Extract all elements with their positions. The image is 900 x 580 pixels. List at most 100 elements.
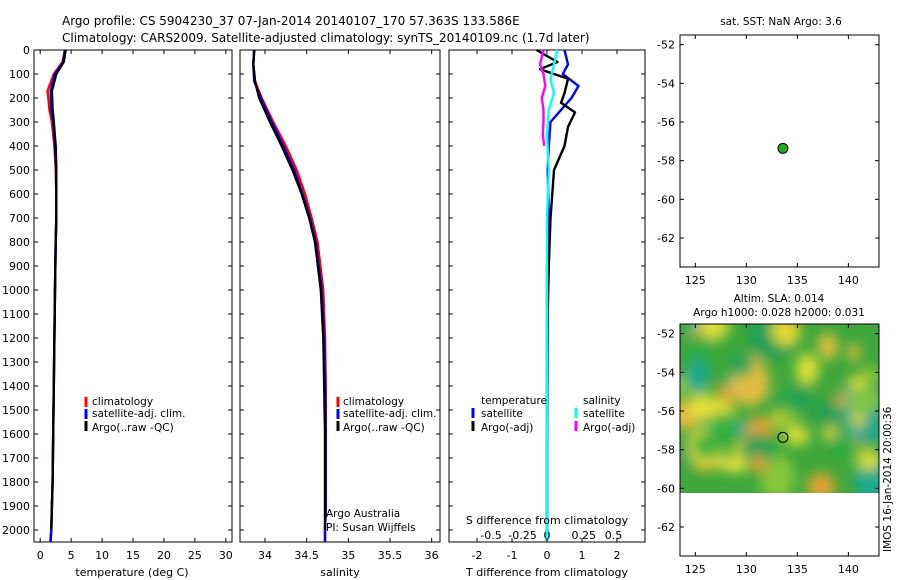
depth-tick-label: 400 <box>9 140 30 153</box>
depth-tick-label: 2000 <box>2 524 30 537</box>
sla-cell <box>806 472 836 493</box>
sst-map-y-axis: -52 -54 -56 -58 -60 -62 <box>657 39 879 245</box>
legend-satellite: satellite-adj. clim. <box>92 408 185 420</box>
x-tick-label: 34 <box>258 549 272 562</box>
lat-tick-label: -62 <box>657 232 675 245</box>
sla-cell <box>775 324 801 347</box>
salinity-axes-box <box>239 49 441 543</box>
sla-cell <box>734 421 749 435</box>
sla-cell <box>728 353 755 377</box>
salinity-series <box>252 49 327 542</box>
sla-cell <box>847 343 861 362</box>
temperature-xlabel: temperature (deg C) <box>75 566 188 579</box>
depth-tick-label: 800 <box>9 236 30 249</box>
sla-cell <box>698 324 728 340</box>
sla-cell <box>796 353 819 385</box>
series-line-s-satellite <box>545 49 559 542</box>
annotation-pi: PI: Susan Wijffels <box>326 522 416 534</box>
x-tick-label: 1 <box>579 549 586 562</box>
x-tick-label: 2 <box>614 549 621 562</box>
sla-cell <box>685 357 710 394</box>
x-tick-label: 36 <box>425 549 439 562</box>
sla-cell <box>763 454 795 493</box>
depth-tick-label: 900 <box>9 260 30 273</box>
sla-map-x-axis: 125 130 135 140 <box>685 324 859 576</box>
depth-tick-label: 100 <box>9 68 30 81</box>
legend-argo: Argo(..raw -QC) <box>92 422 174 434</box>
x-tick-label: 0 <box>37 549 44 562</box>
x-tick-label: 15 <box>126 549 140 562</box>
sla-cell <box>818 332 838 360</box>
argo-float-marker <box>777 431 789 443</box>
temperature-x-axis: 0 5 10 15 20 25 30 <box>37 549 233 562</box>
series-line-satellite-adj-clim- <box>252 49 327 542</box>
salinity-xlabel: salinity <box>320 566 360 579</box>
sla-cell <box>769 410 786 427</box>
lon-tick-label: 130 <box>736 563 757 576</box>
depth-tick-label: 1500 <box>2 404 30 417</box>
legend-salinity-title: salinity <box>583 395 621 407</box>
lat-tick-label: -62 <box>657 521 675 534</box>
lat-tick-label: -54 <box>657 366 675 379</box>
x-tick-label: 10 <box>95 549 109 562</box>
lon-tick-label: 135 <box>787 274 808 287</box>
temperature-panel: 0100200300400500600700800900100011001200… <box>2 44 233 579</box>
sla-heatmap-cells <box>680 324 879 493</box>
sla-cell <box>868 428 879 443</box>
legend-t-argo: Argo(-adj) <box>481 422 533 434</box>
sla-cell <box>850 412 866 428</box>
x-tick-label: -1 <box>507 549 518 562</box>
s-difference-label: S difference from climatology <box>466 514 629 527</box>
sla-cell <box>686 333 709 363</box>
sla-cell <box>847 375 867 390</box>
difference-panel: -2 -1 0 1 2 -0.5 -0.25 0 0.25 0.5 S difference f… <box>448 48 646 579</box>
sla-map-subtitle: Argo h1000: 0.028 h2000: 0.031 <box>693 307 865 319</box>
lon-tick-label: 130 <box>736 274 757 287</box>
depth-tick-label: 1800 <box>2 476 30 489</box>
sst-map-title: sat. SST: NaN Argo: 3.6 <box>720 16 842 28</box>
lat-tick-label: -56 <box>657 116 675 129</box>
difference-s-axis: -0.5 -0.25 0 0.25 0.5 <box>480 529 622 542</box>
lon-tick-label: 140 <box>838 274 859 287</box>
difference-legend: temperature salinity satellite Argo(-adj… <box>471 395 635 434</box>
header-line1: Argo profile: CS 5904230_37 07-Jan-2014 … <box>62 14 520 28</box>
argo-float-marker <box>777 142 789 154</box>
x-tick-label: 0 <box>544 549 551 562</box>
sla-cell <box>740 432 775 469</box>
depth-tick-label: 700 <box>9 212 30 225</box>
sst-map-panel: sat. SST: NaN Argo: 3.6 125 130 135 140 -52… <box>657 16 880 287</box>
sla-cell <box>834 440 863 461</box>
sla-cell <box>692 433 721 460</box>
x-tick-label: 25 <box>188 549 202 562</box>
legend-s-satellite: satellite <box>583 408 625 420</box>
lat-tick-label: -60 <box>657 482 675 495</box>
legend-t-satellite: satellite <box>481 408 523 420</box>
depth-tick-label: 1600 <box>2 428 30 441</box>
lat-tick-label: -58 <box>657 444 675 457</box>
depth-tick-label: 500 <box>9 164 30 177</box>
s-tick-label: -0.25 <box>508 529 536 542</box>
sla-map-panel: Altim. SLA: 0.014 Argo h1000: 0.028 h200… <box>657 293 880 576</box>
x-tick-label: -2 <box>472 549 483 562</box>
depth-tick-label: 1700 <box>2 452 30 465</box>
x-tick-label: 20 <box>157 549 171 562</box>
lat-tick-label: -52 <box>657 328 675 341</box>
sla-map-axes-box <box>679 323 880 557</box>
depth-tick-label: 300 <box>9 116 30 129</box>
x-tick-label: 34.5 <box>294 549 319 562</box>
x-tick-label: 35.5 <box>378 549 403 562</box>
sla-heatmap <box>680 324 879 493</box>
sst-map-x-axis: 125 130 135 140 <box>685 35 859 287</box>
lat-tick-label: -52 <box>657 39 675 52</box>
difference-series <box>535 48 580 542</box>
header-line2: Climatology: CARS2009. Satellite-adjuste… <box>62 31 590 45</box>
legend-argo: Argo(..raw -QC) <box>343 422 425 434</box>
sla-cell <box>782 409 799 431</box>
lat-tick-label: -56 <box>657 405 675 418</box>
lon-tick-label: 140 <box>838 563 859 576</box>
imos-timestamp: IMOS 16-Jan-2014 20:00:36 <box>882 406 894 552</box>
s-tick-label: 0.25 <box>572 529 597 542</box>
depth-tick-label: 1200 <box>2 332 30 345</box>
lon-tick-label: 125 <box>685 563 706 576</box>
sla-cell <box>770 396 784 407</box>
